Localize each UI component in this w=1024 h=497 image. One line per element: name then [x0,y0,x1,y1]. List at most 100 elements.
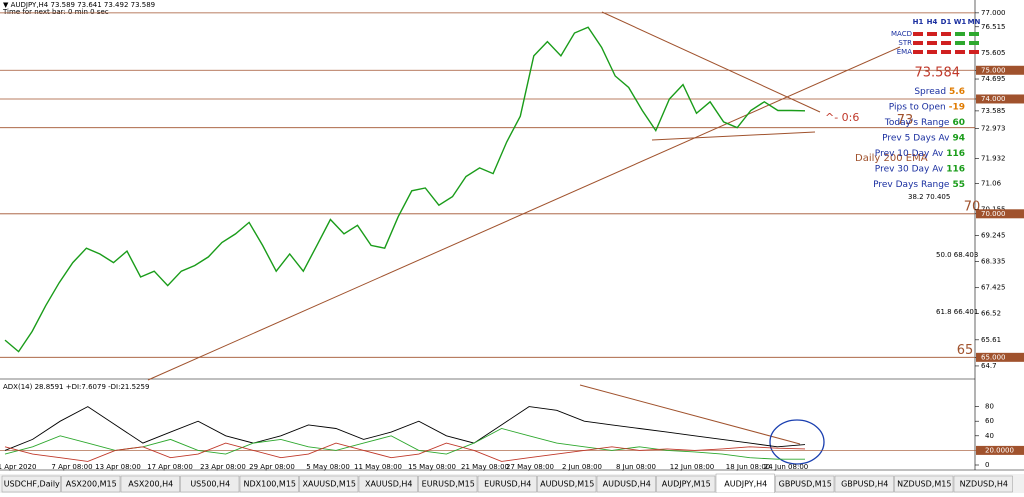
timeframe: W1 [954,18,967,26]
tab-label[interactable]: ASX200,M15 [66,480,117,489]
fib-label: 38.2 70.405 [908,193,950,201]
tab-label[interactable]: NZDUSD,H4 [960,480,1008,489]
signal-cell [913,32,923,36]
tab-label[interactable]: NDX100,M15 [243,480,296,489]
tab[interactable] [596,475,656,493]
y-tick-label: 75.605 [981,49,1006,57]
info-value: 116 [946,164,965,174]
info-label: Today's Range [884,118,950,128]
tab[interactable] [775,475,835,493]
info-label: Prev 10 Day Av [875,149,944,159]
signal-cell [927,32,937,36]
tab[interactable] [894,475,954,493]
info-label: Pips to Open [889,102,946,112]
y-tick-label: 66.52 [981,310,1001,318]
fib-label: 50.0 68.403 [936,251,978,259]
info-value: 94 [952,133,965,143]
signal-cell [969,50,979,54]
tab[interactable] [477,475,537,493]
tab[interactable] [180,475,240,493]
tab-label[interactable]: GBPUSD,H4 [841,480,888,489]
symbol-line: ▼ AUDJPY,H4 73.589 73.641 73.492 73.589 [3,1,155,9]
signal-cell [941,41,951,45]
tab[interactable] [953,475,1013,493]
info-value: 116 [946,149,965,159]
signal-cell [913,41,923,45]
info-label: Spread [914,87,946,97]
signal-cell [927,50,937,54]
tab[interactable] [418,475,478,493]
adx-tick-label: 0 [985,461,989,469]
indicator-name: MACD [891,30,912,38]
tab-label[interactable]: AUDUSD,H4 [603,480,651,489]
adx-tag [976,445,1024,455]
tab[interactable] [299,475,359,493]
date-label: 13 Apr 08:00 [95,463,141,471]
trend-line [601,11,821,113]
y-tick-label: 71.06 [981,179,1002,187]
tab-label[interactable]: XAUUSD,M15 [302,480,356,489]
tab-label[interactable]: GBPUSD,M15 [779,480,832,489]
tab-label[interactable]: US500,H4 [190,480,230,489]
price-tag [976,94,1024,104]
y-tick-label: 64.7 [981,362,997,370]
date-label: 1 Apr 2020 [0,463,36,471]
y-tick-label: 77.000 [981,9,1006,17]
tab-label[interactable]: EURUSD,H4 [484,480,531,489]
y-tick-label: 74.695 [981,75,1006,83]
signal-cell [927,41,937,45]
tab[interactable] [239,475,299,493]
price-tag [976,352,1024,362]
price-tag [976,65,1024,75]
info-row: Pips to Open -19 [889,102,965,112]
tab-label[interactable]: AUDJPY,H4 [724,480,767,489]
date-label: 2 Jun 08:00 [562,463,602,471]
tab-label[interactable]: NZDUSD,M15 [897,480,951,489]
info-row: Prev 10 Day Av 116 [875,149,965,159]
level-label: 65 [957,343,974,358]
trend-line [651,131,816,141]
adx-line [4,442,806,462]
tab[interactable] [1,475,61,493]
fib-label: 61.8 66.401 [936,308,978,316]
highlight-circle [769,419,825,465]
tab[interactable] [834,475,894,493]
date-label: 12 Jun 08:00 [670,463,714,471]
tab-label[interactable]: AUDUSD,M15 [540,480,594,489]
tab-label[interactable]: USDCHF,Daily [4,480,60,489]
signal-cell [955,32,965,36]
date-label: 27 May 08:00 [506,463,554,471]
indicator-name: EMA [897,48,912,56]
tab[interactable] [358,475,418,493]
tab-label[interactable]: ASX200,H4 [128,480,173,489]
tab-label[interactable]: XAUUSD,H4 [365,480,413,489]
timeframe: H1 [913,18,924,26]
tab[interactable] [656,475,716,493]
y-tick-label: 73.585 [981,107,1006,115]
tab[interactable] [61,475,121,493]
adx-line [4,406,806,451]
y-tick-label: 69.245 [981,231,1006,239]
adx-title: ADX(14) 28.8591 +DI:7.6079 -DI:21.5259 [3,383,149,391]
level-label: 73 [897,113,914,128]
tab[interactable] [120,475,180,493]
signal-cell [969,41,979,45]
tab-label[interactable]: AUDJPY,M15 [662,480,711,489]
info-row: Prev Days Range 55 [873,180,965,190]
signal-cell [941,32,951,36]
info-value: 5.6 [949,87,965,97]
y-tick-label: 74.000 [981,95,1006,103]
tab-label[interactable]: EURUSD,M15 [422,480,475,489]
adx-tick-label: 20.0000 [985,446,1014,454]
y-tick-label: 67.425 [981,284,1006,292]
info-value: 55 [952,180,965,190]
timeframe: MN [968,18,981,26]
info-row: Today's Range 60 [884,118,965,128]
adx-tick-label: 60 [985,417,994,425]
current-price-label: 73.584 [915,66,961,81]
date-label: 5 May 08:00 [306,463,350,471]
pips-mark: ^- 0:6 [825,111,859,124]
tab[interactable] [537,475,597,493]
